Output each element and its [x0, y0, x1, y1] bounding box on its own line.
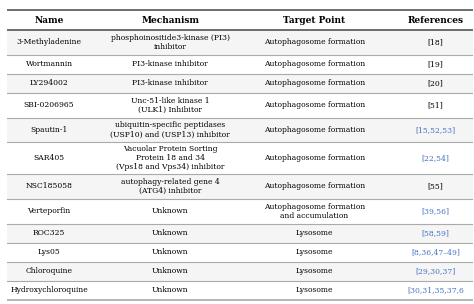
Text: NSC185058: NSC185058: [26, 182, 73, 190]
Text: [22,54]: [22,54]: [421, 154, 449, 162]
Text: [8,36,47–49]: [8,36,47–49]: [411, 248, 460, 256]
Text: Unknown: Unknown: [152, 207, 188, 215]
Text: phosphoinositide3-kinase (PI3)
inhibitor: phosphoinositide3-kinase (PI3) inhibitor: [110, 34, 229, 51]
Text: Mechanism: Mechanism: [141, 16, 199, 25]
Bar: [7, 261, 473, 281]
Text: Unknown: Unknown: [152, 229, 188, 237]
Text: Autophagosome formation: Autophagosome formation: [264, 182, 365, 190]
Text: Unknown: Unknown: [152, 286, 188, 294]
Text: [20]: [20]: [428, 79, 443, 87]
Text: PI3-kinase inhibitor: PI3-kinase inhibitor: [132, 60, 208, 68]
Text: Unc-51-like kinase 1
(ULK1) Inhibitor: Unc-51-like kinase 1 (ULK1) Inhibitor: [131, 97, 210, 114]
Bar: [7, 281, 473, 300]
Bar: [7, 10, 473, 30]
Bar: [7, 243, 473, 261]
Text: Autophagosome formation
and accumulation: Autophagosome formation and accumulation: [264, 202, 365, 220]
Text: [19]: [19]: [428, 60, 443, 68]
Text: Target Point: Target Point: [283, 16, 346, 25]
Text: [30,31,35,37,6: [30,31,35,37,6: [407, 286, 464, 294]
Text: PI3-kinase inhibitor: PI3-kinase inhibitor: [132, 79, 208, 87]
Text: Autophagosome formation: Autophagosome formation: [264, 126, 365, 134]
Text: Autophagosome formation: Autophagosome formation: [264, 154, 365, 162]
Text: [29,30,37]: [29,30,37]: [415, 267, 456, 275]
Text: LY294002: LY294002: [30, 79, 68, 87]
Text: Verteporfin: Verteporfin: [27, 207, 71, 215]
Text: Vacuolar Protein Sorting
Protein 18 and 34
(Vps18 and Vps34) inhibitor: Vacuolar Protein Sorting Protein 18 and …: [116, 145, 224, 171]
Text: Chloroquine: Chloroquine: [26, 267, 73, 275]
Text: References: References: [407, 16, 464, 25]
Text: Unknown: Unknown: [152, 248, 188, 256]
Text: [55]: [55]: [428, 182, 443, 190]
Text: [58,59]: [58,59]: [421, 229, 449, 237]
Text: Autophagosome formation: Autophagosome formation: [264, 79, 365, 87]
Text: [18]: [18]: [428, 38, 443, 47]
Text: [39,56]: [39,56]: [421, 207, 449, 215]
Text: [15,52,53]: [15,52,53]: [415, 126, 456, 134]
Bar: [7, 142, 473, 174]
Text: ubiquitin-specific peptidases
(USP10) and (USP13) inhibitor: ubiquitin-specific peptidases (USP10) an…: [110, 121, 230, 139]
Bar: [7, 30, 473, 55]
Bar: [7, 223, 473, 243]
Text: Hydroxychloroquine: Hydroxychloroquine: [10, 286, 88, 294]
Text: Lysosome: Lysosome: [296, 229, 333, 237]
Text: Unknown: Unknown: [152, 267, 188, 275]
Text: Lys05: Lys05: [38, 248, 61, 256]
Text: Lysosome: Lysosome: [296, 248, 333, 256]
Text: Autophagosome formation: Autophagosome formation: [264, 101, 365, 109]
Text: Spautin-1: Spautin-1: [30, 126, 68, 134]
Text: ROC325: ROC325: [33, 229, 65, 237]
Text: 3-Methyladenine: 3-Methyladenine: [17, 38, 82, 47]
Bar: [7, 174, 473, 199]
Text: Lysosome: Lysosome: [296, 267, 333, 275]
Bar: [7, 199, 473, 223]
Text: Name: Name: [35, 16, 64, 25]
Text: Lysosome: Lysosome: [296, 286, 333, 294]
Text: SAR405: SAR405: [34, 154, 64, 162]
Bar: [7, 74, 473, 93]
Text: autophagy-related gene 4
(ATG4) inhibitor: autophagy-related gene 4 (ATG4) inhibito…: [121, 178, 219, 195]
Text: Autophagosome formation: Autophagosome formation: [264, 38, 365, 47]
Text: Autophagosome formation: Autophagosome formation: [264, 60, 365, 68]
Bar: [7, 55, 473, 74]
Text: SBI-0206965: SBI-0206965: [24, 101, 74, 109]
Text: Wortmannin: Wortmannin: [26, 60, 73, 68]
Bar: [7, 118, 473, 142]
Text: [51]: [51]: [428, 101, 443, 109]
Bar: [7, 93, 473, 118]
